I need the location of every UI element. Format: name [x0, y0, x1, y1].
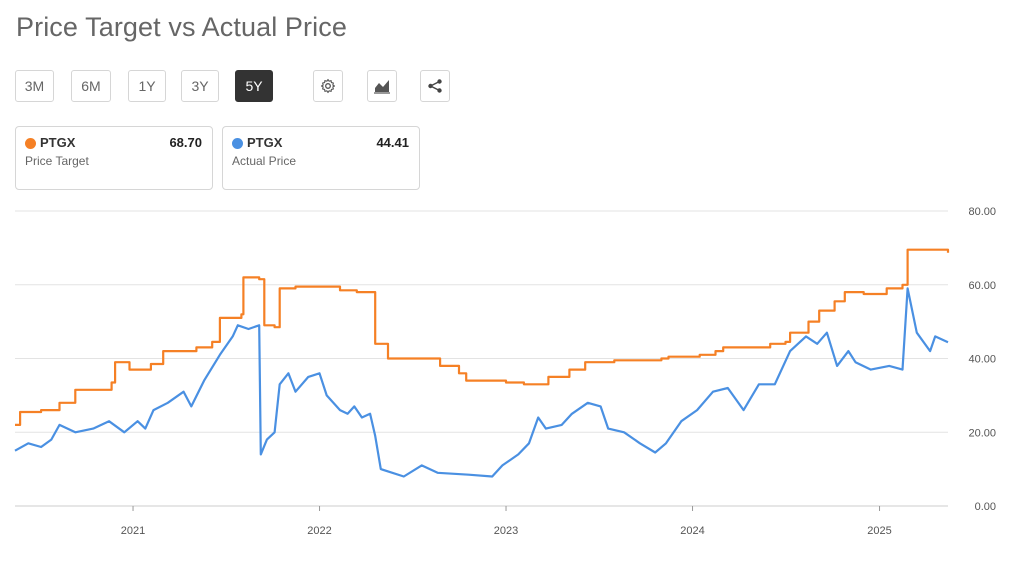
card-value: 68.70	[169, 135, 202, 150]
actual-price-line	[14, 287, 949, 478]
price-target-line	[15, 248, 950, 426]
card-label: Price Target	[25, 154, 89, 168]
range-button-5y[interactable]: 5Y	[235, 70, 273, 102]
range-button-label: 6M	[81, 78, 101, 94]
price-chart[interactable]: 0.00 20.00 40.00 60.00 80.00 2021 2022 2023 2024…	[0, 195, 1024, 555]
card-value: 44.41	[376, 135, 409, 150]
range-button-3y[interactable]: 3Y	[181, 70, 219, 102]
x-tick-label: 2023	[494, 525, 518, 537]
series-color-dot	[232, 138, 243, 149]
legend-card-price-target[interactable]: PTGX 68.70 Price Target	[15, 126, 213, 190]
range-button-1y[interactable]: 1Y	[128, 70, 166, 102]
y-tick-label: 40.00	[968, 354, 996, 366]
share-button[interactable]	[420, 70, 450, 102]
range-button-label: 5Y	[245, 78, 263, 94]
y-tick-label: 80.00	[968, 206, 996, 218]
legend-card-actual-price[interactable]: PTGX 44.41 Actual Price	[222, 126, 420, 190]
x-tick-label: 2024	[680, 525, 704, 537]
range-button-6m[interactable]: 6M	[71, 70, 111, 102]
y-tick-label: 60.00	[968, 280, 996, 292]
gear-icon	[320, 78, 336, 94]
card-symbol: PTGX	[40, 135, 76, 150]
x-tick-label: 2022	[307, 525, 331, 537]
range-button-label: 3M	[24, 78, 45, 94]
card-label: Actual Price	[232, 154, 297, 168]
x-tick-label: 2021	[121, 525, 145, 537]
range-button-label: 3Y	[191, 78, 209, 94]
series-color-dot	[25, 138, 36, 149]
range-button-label: 1Y	[138, 78, 156, 94]
x-tick-label: 2025	[867, 525, 891, 537]
share-icon	[428, 79, 442, 93]
y-tick-label: 20.00	[968, 427, 996, 439]
settings-button[interactable]	[313, 70, 343, 102]
chart-type-button[interactable]	[367, 70, 397, 102]
y-tick-label: 0.00	[975, 501, 996, 513]
card-symbol: PTGX	[247, 135, 283, 150]
area-chart-icon	[374, 80, 390, 94]
range-button-3m[interactable]: 3M	[15, 70, 54, 102]
page-title: Price Target vs Actual Price	[16, 12, 347, 42]
